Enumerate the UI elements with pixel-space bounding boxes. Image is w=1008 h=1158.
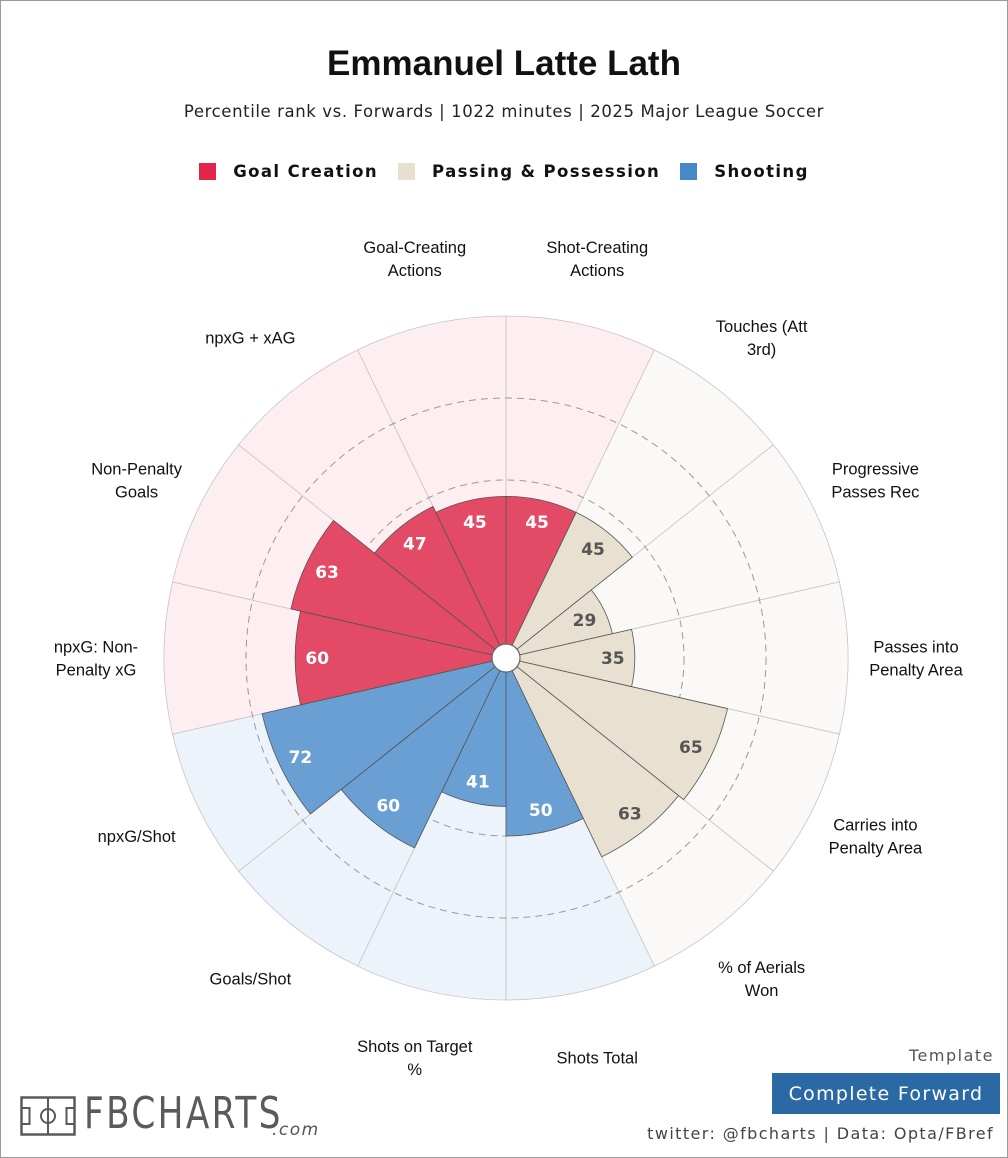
value-label-of-aerials-won: 63 [618,804,642,824]
axis-label-touches-att-3rd: Touches (Att 3rd) [716,318,808,359]
value-label-npxg-xag: 47 [403,535,427,555]
value-label-non-penalty-goals: 63 [315,563,339,583]
value-label-npxg-non-penalty-xg: 60 [305,649,329,669]
value-label-shot-creating-actions: 45 [525,513,549,533]
legend-label-goal-creation: Goal Creation [233,162,379,181]
legend-swatch-passing-possession [398,163,416,180]
value-label-passes-into-penalty-area: 35 [601,649,625,669]
center-circle [491,643,521,673]
value-label-progressive-passes-rec: 29 [573,611,597,631]
legend: Goal Creation Passing & Possession Shoot… [0,162,1008,181]
legend-label-shooting: Shooting [714,162,809,181]
chart-title: Emmanuel Latte Lath [327,44,681,83]
legend-swatch-shooting [680,163,698,180]
template-label: Template [908,1046,994,1065]
value-label-goal-creating-actions: 45 [463,513,487,533]
value-label-shots-on-target: 41 [466,772,490,792]
credits: twitter: @fbcharts | Data: Opta/FBref [647,1124,994,1143]
value-label-goals-shot: 60 [376,797,400,817]
value-label-carries-into-penalty-area: 65 [679,738,703,758]
pitch-icon [20,1096,76,1136]
axis-label-shot-creating-actions: Shot-Creating Actions [546,239,648,280]
axis-label-npxg-xag: npxG + xAG [205,329,295,347]
legend-swatch-goal-creation [199,163,217,180]
legend-label-passing-possession: Passing & Possession [432,162,661,181]
axis-label-carries-into-penalty-area: Carries into Penalty Area [829,816,923,857]
axis-label-passes-into-penalty-area: Passes into Penalty Area [869,639,963,680]
axis-label-non-penalty-goals: Non-Penalty Goals [91,461,183,502]
axis-label-goal-creating-actions: Goal-Creating Actions [363,239,466,280]
axis-label-npxg-non-penalty-xg: npxG: Non-Penalty xG [54,639,138,680]
logo-text: FBCHARTS [84,1088,283,1139]
value-label-npxg-shot: 72 [289,748,313,768]
axis-label-shots-on-target: Shots on Target% [357,1038,473,1079]
axis-label-npxg-shot: npxG/Shot [98,828,176,846]
gridline-75 [245,397,767,919]
axis-label-of-aerials-won: % of Aerials Won [718,959,805,1000]
axis-label-shots-total: Shots Total [557,1050,638,1068]
fbcharts-logo: FBCHARTS .com [20,1088,339,1140]
legend-item-shooting: Shooting [680,162,809,181]
value-label-shots-total: 50 [529,801,553,821]
axis-label-goals-shot: Goals/Shot [210,971,292,989]
legend-item-goal-creation: Goal Creation [199,162,378,181]
template-name-badge: Complete Forward [772,1073,1000,1114]
axis-label-progressive-passes-rec: Progressive Passes Rec [831,461,919,502]
chart-subtitle: Percentile rank vs. Forwards | 1022 minu… [183,102,825,121]
legend-item-passing-possession: Passing & Possession [398,162,660,181]
value-label-touches-att-3rd: 45 [581,540,605,560]
logo-suffix: .com [272,1120,320,1140]
